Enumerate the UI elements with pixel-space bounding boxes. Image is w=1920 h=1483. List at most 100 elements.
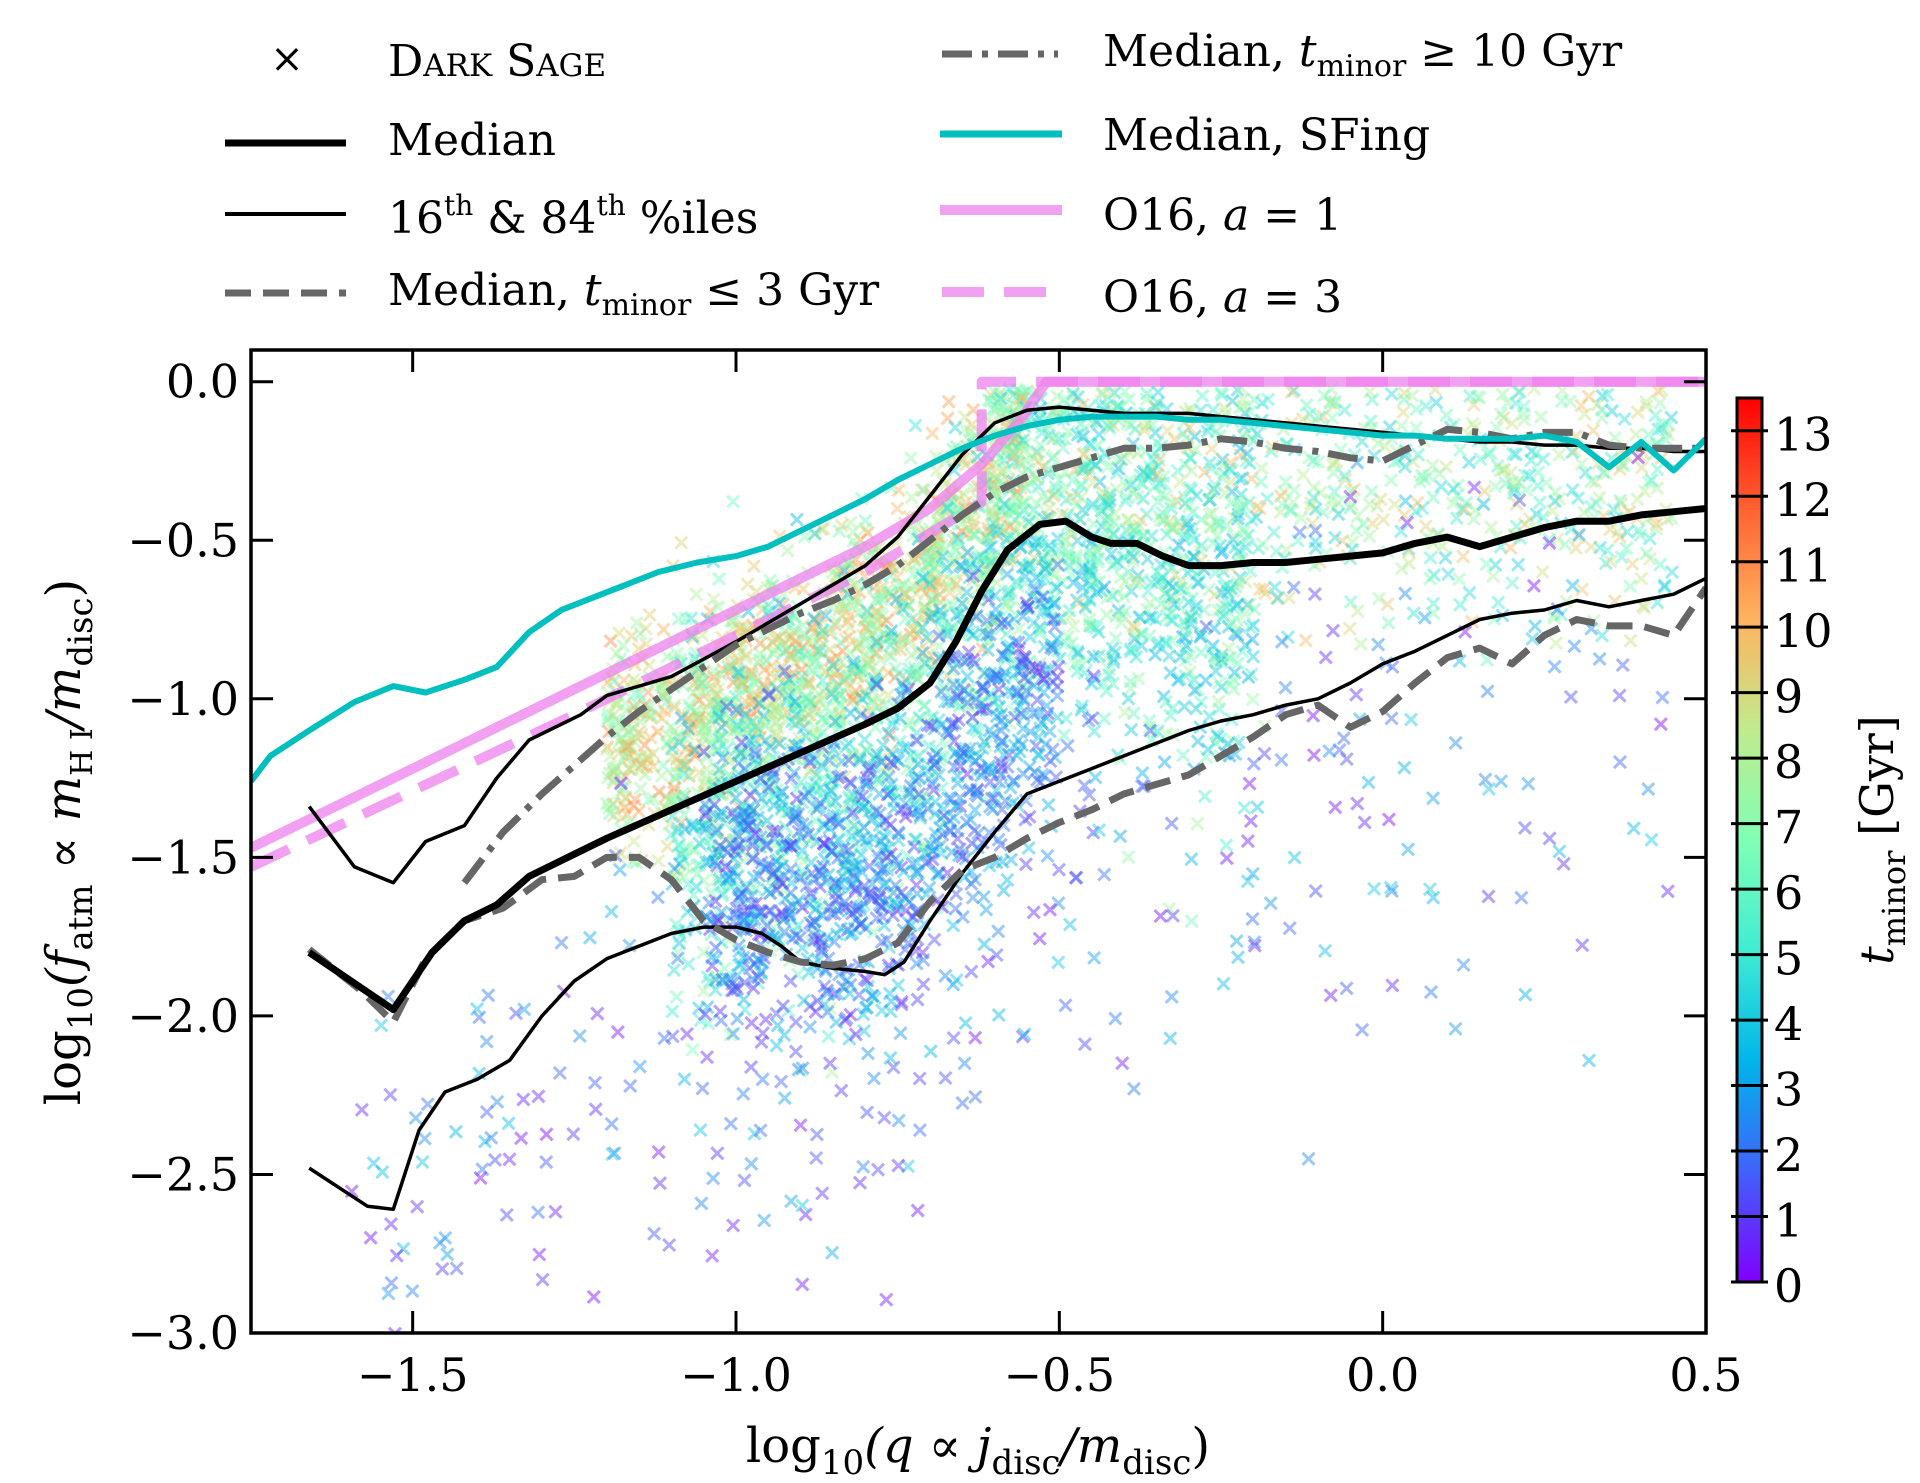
scatter-point (809, 703, 824, 719)
scatter-point (705, 681, 720, 697)
scatter-point (624, 762, 639, 777)
scatter-point (1108, 631, 1123, 646)
scatter-point (896, 595, 911, 610)
scatter-point (1214, 470, 1229, 485)
scatter-point (660, 737, 675, 752)
scatter-point (784, 629, 799, 644)
scatter-point (618, 738, 633, 753)
scatter-point (835, 869, 850, 884)
scatter-point (993, 465, 1009, 480)
scatter-point (968, 1089, 983, 1104)
scatter-point (1007, 611, 1022, 627)
scatter-point (586, 1348, 598, 1360)
scatter-point (1336, 731, 1351, 746)
scatter-point (432, 1235, 448, 1250)
scatter-point (863, 618, 878, 633)
scatter-point (587, 1075, 603, 1090)
scatter-point (566, 1126, 581, 1142)
scatter-point (1644, 832, 1659, 847)
scatter-point (1641, 782, 1656, 797)
scatter-point (749, 676, 764, 691)
scatter-point (947, 551, 962, 566)
scatter-point (1349, 687, 1364, 702)
scatter-point (1214, 647, 1230, 662)
scatter-point (881, 665, 896, 680)
scatter-point (1066, 643, 1081, 658)
scatter-point (869, 667, 884, 683)
scatter-point (771, 691, 786, 706)
scatter-point (650, 724, 665, 739)
y-tick-label: −3.0 (127, 1306, 239, 1360)
scatter-point (895, 601, 910, 616)
scatter-point (698, 710, 713, 725)
scatter-point (1041, 492, 1056, 507)
scatter-point (666, 738, 681, 753)
scatter-point (955, 909, 970, 924)
scatter-point (633, 749, 648, 764)
scatter-point (681, 957, 696, 972)
scatter-point (885, 634, 900, 649)
scatter-point (737, 619, 752, 635)
scatter-point (1022, 602, 1037, 617)
scatter-point (1156, 689, 1171, 704)
scatter-point (859, 688, 874, 703)
scatter-point (1339, 981, 1354, 996)
scatter-point (822, 897, 837, 912)
scatter-point (686, 710, 701, 725)
scatter-point (681, 698, 697, 713)
scatter-point (1024, 509, 1039, 525)
scatter-point (668, 771, 683, 787)
scatter-point (599, 742, 614, 757)
scatter-point (778, 805, 793, 820)
scatter-point (1158, 586, 1173, 601)
scatter-point (1012, 434, 1027, 450)
scatter-point (823, 841, 838, 856)
scatter-point (626, 672, 641, 687)
scatter-point (983, 393, 998, 409)
scatter-point (1009, 484, 1025, 500)
scatter-point (826, 742, 841, 757)
scatter-point (891, 483, 906, 498)
scatter-point (815, 629, 830, 644)
scatter-point (713, 728, 728, 743)
scatter-point (667, 781, 682, 796)
colorbar-tick-label: 10 (1774, 604, 1833, 658)
scatter-point (1117, 705, 1132, 720)
scatter-point (772, 685, 787, 700)
scatter-point (869, 592, 884, 607)
scatter-point (1453, 597, 1468, 612)
scatter-point (1298, 633, 1313, 648)
scatter-point (1164, 989, 1179, 1004)
scatter-point (706, 669, 722, 684)
scatter-point (614, 810, 630, 825)
scatter-point (615, 795, 631, 811)
scatter-point (919, 630, 934, 645)
scatter-point (949, 656, 964, 671)
scatter-point (916, 483, 931, 498)
scatter-point (890, 501, 905, 516)
scatter-point (895, 677, 910, 692)
scatter-point (1418, 519, 1433, 534)
scatter-point (1240, 834, 1255, 849)
scatter-point (821, 1029, 836, 1044)
scatter-point (1009, 490, 1024, 505)
scatter-point (718, 809, 733, 824)
scatter-point (615, 738, 630, 753)
scatter-point (1032, 620, 1047, 635)
scatter-point (672, 936, 687, 951)
scatter-point (1082, 543, 1097, 558)
scatter-point (1532, 495, 1547, 510)
scatter-point (751, 722, 766, 738)
scatter-point (889, 592, 904, 607)
scatter-point (954, 524, 970, 539)
scatter-point (963, 424, 978, 439)
scatter-point (683, 723, 698, 738)
scatter-point (732, 944, 747, 959)
scatter-point (768, 630, 783, 645)
scatter-point (909, 665, 924, 680)
scatter-point (383, 1217, 399, 1232)
scatter-point (957, 843, 972, 858)
scatter-point (531, 1205, 546, 1220)
scatter-point (1005, 500, 1020, 516)
